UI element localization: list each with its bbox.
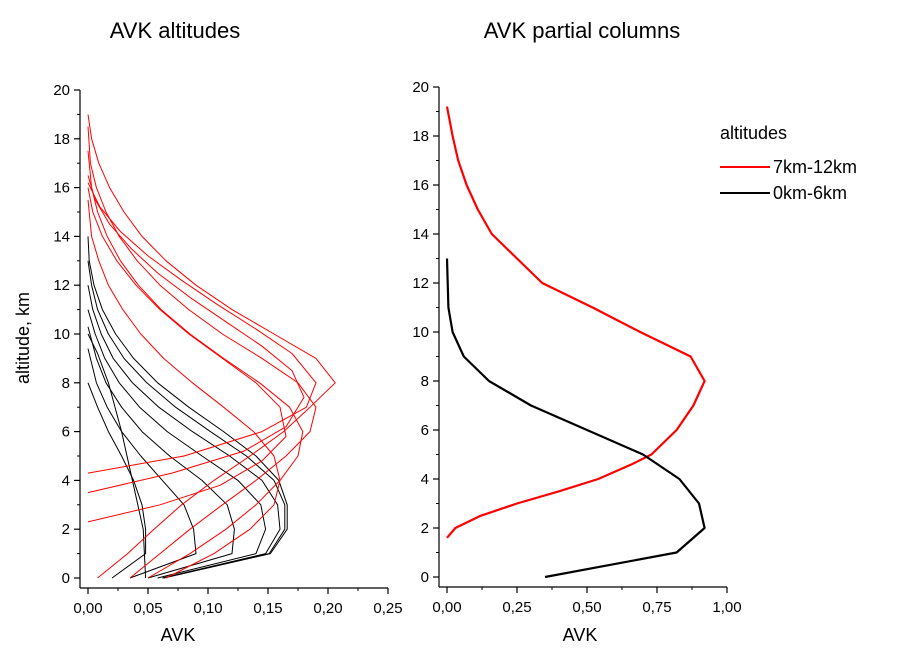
series-line-13 [87,187,287,523]
legend: altitudes 7km-12km 0km-6km [720,123,857,203]
series-line-2 [87,382,147,579]
x-tick-label: 0,05 [133,600,162,617]
y-tick-label: 8 [421,373,429,390]
series-line-4 [87,326,235,579]
y-tick-label: 0 [421,569,429,586]
x-tick-label: 0,20 [313,600,342,617]
series-line-10 [87,126,317,579]
y-tick-label: 20 [53,82,70,99]
series-line-1 [87,333,147,579]
x-tick-label: 0,00 [73,600,102,617]
chart-title: AVK altitudes [110,18,240,43]
y-tick-label: 16 [412,177,429,194]
y-tick-label: 12 [53,277,70,294]
axes: 0,00 0,05 0,10 0,15 0,20 0,25 0 2 4 6 8 10 12 14 16 18 2… [53,82,402,617]
legend-title: altitudes [720,123,787,143]
x-axis-label: AVK [161,625,196,645]
y-axis-label: altitude, km [13,292,33,384]
series-line-5 [87,309,267,579]
panel-avk-altitudes: AVK altitudes 0,00 0,05 0,10 0,15 0,20 0,25 0 2… [13,18,403,645]
series-line-12 [87,199,281,579]
series-group [445,106,706,579]
x-tick-label: 1,00 [712,599,741,616]
y-tick-label: 14 [53,228,70,245]
y-tick-label: 4 [62,472,70,489]
series-line-11 [87,150,304,579]
legend-label-7km-12km: 7km-12km [773,157,857,177]
series-line-7 [87,260,286,579]
series-line-14 [87,175,305,494]
x-tick-label: 0,25 [502,599,531,616]
y-tick-label: 14 [412,226,429,243]
y-tick-label: 18 [53,131,70,148]
x-tick-label: 0,50 [572,599,601,616]
series-line-6 [87,285,281,579]
x-tick-label: 0,75 [642,599,671,616]
y-tick-label: 6 [421,422,429,439]
y-tick-label: 6 [62,424,70,441]
y-tick-label: 12 [412,275,429,292]
y-tick-label: 2 [421,520,429,537]
chart-title: AVK partial columns [484,18,680,43]
x-tick-label: 0,15 [253,600,282,617]
series-line-8 [87,236,288,579]
axes: 0,00 0,25 0,50 0,75 1,00 0 2 4 6 8 10 12 14 16 18 20 [412,79,741,616]
x-tick-label: 0,25 [373,600,402,617]
x-tick-label: 0,00 [432,599,461,616]
y-tick-label: 0 [62,570,70,587]
y-tick-label: 16 [53,180,70,197]
series-group [87,114,336,579]
panel-avk-partial-columns: AVK partial columns 0,00 0,25 0,50 0,75 1,00… [412,18,857,645]
series-line-9 [87,114,336,579]
y-tick-label: 4 [421,471,429,488]
y-tick-label: 8 [62,375,70,392]
series-line-3 [87,348,197,579]
y-tick-label: 20 [412,79,429,96]
y-tick-label: 10 [53,326,70,343]
x-tick-label: 0,10 [193,600,222,617]
y-tick-label: 2 [62,521,70,538]
series-line-15 [87,182,317,474]
y-tick-label: 10 [412,324,429,341]
legend-label-0km-6km: 0km-6km [773,183,847,203]
x-axis-label: AVK [563,625,598,645]
series-line-0km-6km [445,258,706,579]
series-line-7km-12km [445,106,706,539]
y-tick-label: 18 [412,128,429,145]
